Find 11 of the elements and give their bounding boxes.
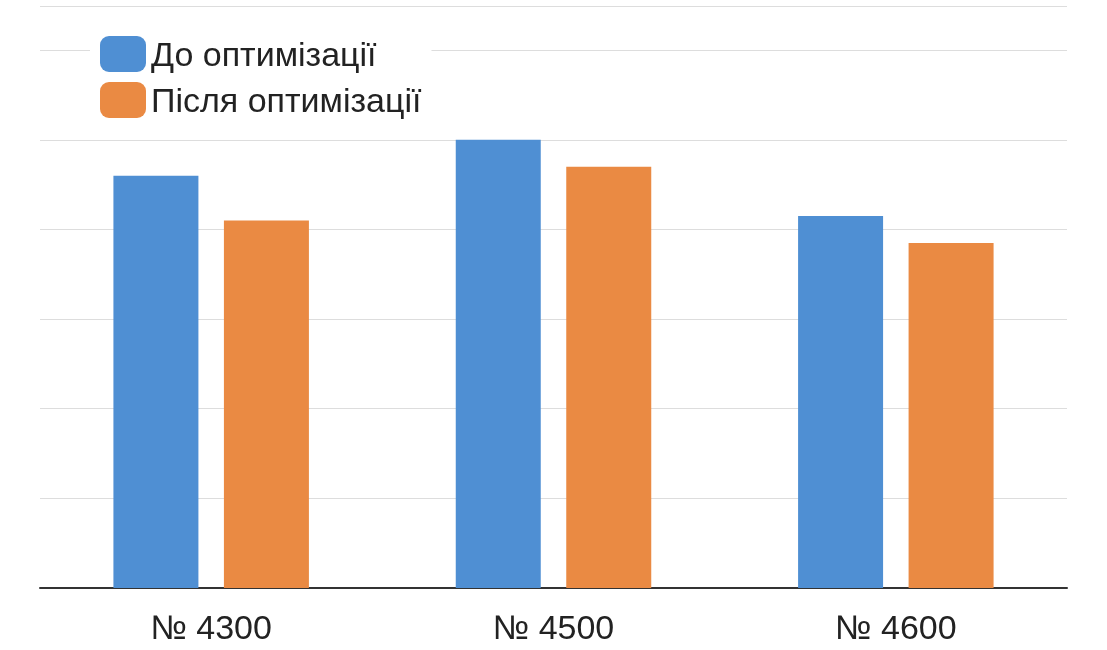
legend-label: До оптимізації [151,35,378,73]
x-tick-label: № 4600 [835,608,957,646]
bar [566,166,652,588]
bar [908,242,994,588]
bar [455,139,541,588]
bar [113,175,199,588]
bar [798,216,884,588]
legend-label: Після оптимізації [151,81,423,119]
x-tick-label: № 4300 [150,608,272,646]
x-tick-label: № 4500 [492,608,615,646]
bar [223,220,309,588]
